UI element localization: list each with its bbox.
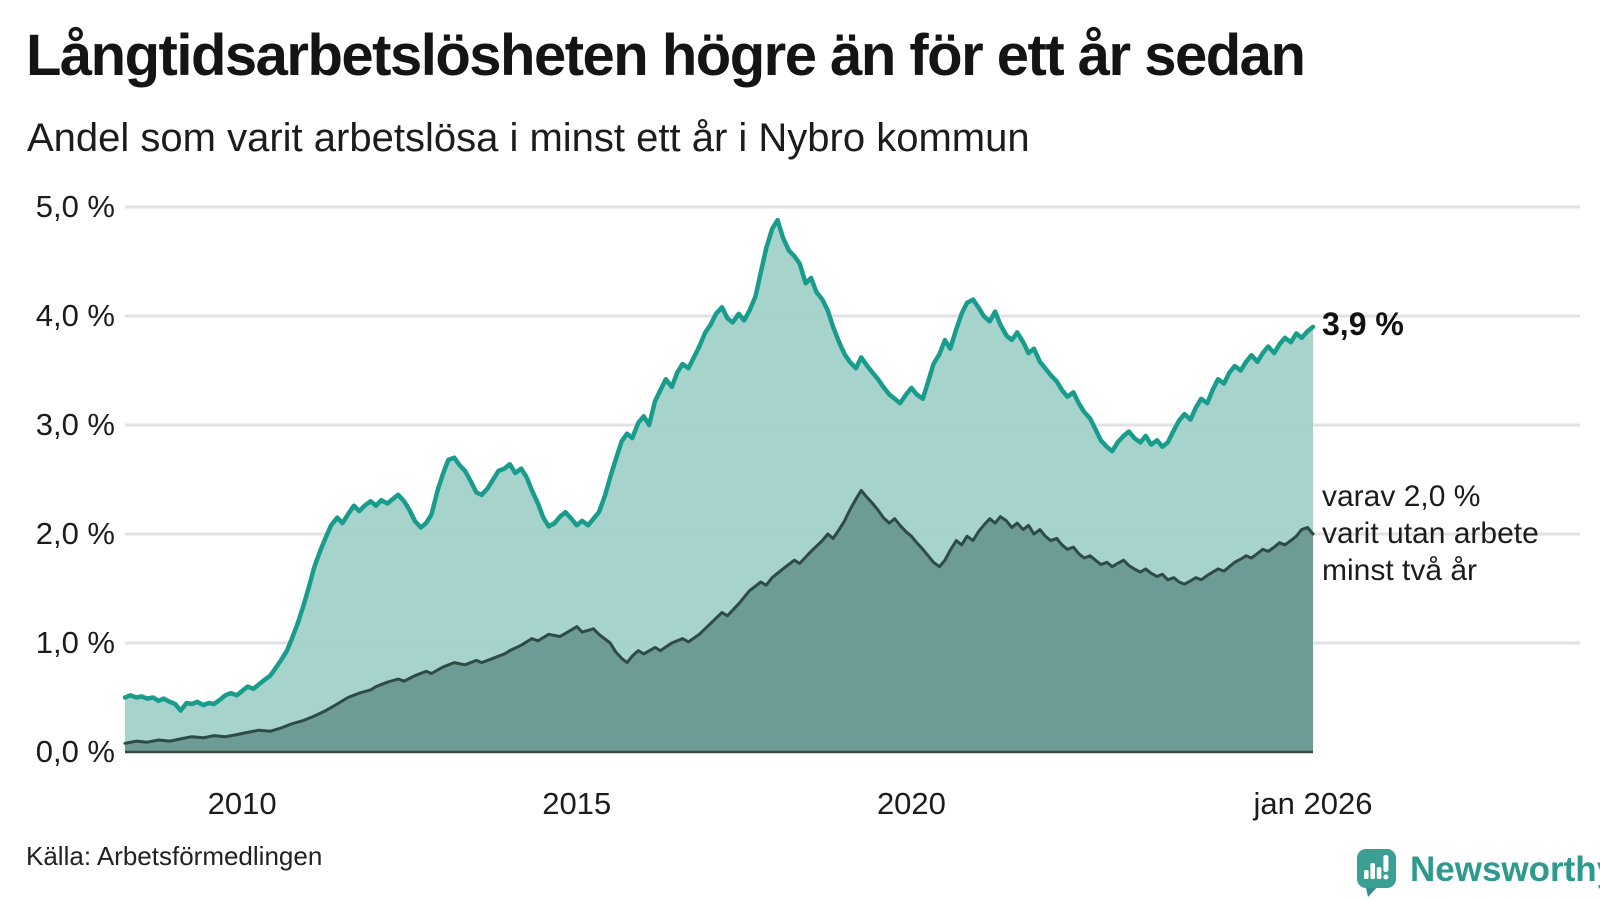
series-end-label-two-years: varav 2,0 % varit utan arbete minst två … xyxy=(1322,478,1539,589)
end-label-line-1: varav 2,0 % xyxy=(1322,480,1481,513)
end-label-line-3: minst två år xyxy=(1322,554,1478,587)
line-two-years xyxy=(123,488,1315,745)
source-note: Källa: Arbetsförmedlingen xyxy=(26,841,323,871)
y-tick-label-5pct: 5,0 % xyxy=(35,189,115,224)
page-title: Långtidsarbetslösheten högre än för ett … xyxy=(26,23,1306,88)
x-tick-label-2020: 2020 xyxy=(876,786,946,821)
newsworthy-wordmark: Newsworthy xyxy=(1410,850,1600,889)
series-end-label-one-year: 3,9 % xyxy=(1322,305,1404,342)
x-tick-label-jan-2026: jan 2026 xyxy=(1253,786,1373,821)
end-label-line-2: varit utan arbete xyxy=(1322,517,1539,550)
newsworthy-logo-icon xyxy=(1357,849,1396,897)
newsworthy-logo: Newsworthy xyxy=(1356,848,1600,898)
y-tick-label-3pct: 3,0 % xyxy=(35,407,115,442)
y-tick-label-1pct: 1,0 % xyxy=(35,625,115,660)
y-tick-label-0pct: 0,0 % xyxy=(35,734,115,769)
page-subtitle: Andel som varit arbetslösa i minst ett å… xyxy=(27,116,1030,160)
y-tick-label-4pct: 4,0 % xyxy=(35,298,115,333)
line-one-year xyxy=(122,217,1316,713)
x-tick-label-2015: 2015 xyxy=(542,786,612,821)
y-tick-label-2pct: 2,0 % xyxy=(35,516,115,551)
x-tick-label-2010: 2010 xyxy=(207,786,277,821)
area-fill-two-years xyxy=(125,490,1313,752)
